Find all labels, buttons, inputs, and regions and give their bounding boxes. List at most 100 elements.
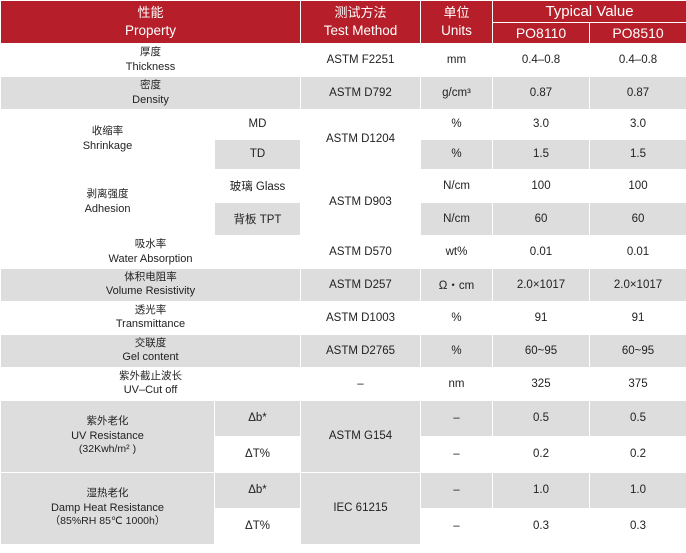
cell-test-method: ASTM D2765 bbox=[300, 333, 421, 368]
cell-value-po8110: 0.5 bbox=[492, 399, 590, 437]
cell-sub-property: Δb* bbox=[214, 471, 301, 509]
cell-test-method: ASTM D903 bbox=[300, 168, 421, 236]
property-label-cn: 密度 bbox=[140, 78, 161, 91]
property-label-en: Adhesion bbox=[84, 203, 131, 216]
cell-property: 湿热老化 Damp Heat Resistance （85%RH 85℃ 1000h… bbox=[0, 471, 215, 545]
cell-value-po8110: 0.01 bbox=[492, 234, 590, 269]
cell-sub-property: 玻璃 Glass bbox=[214, 168, 301, 203]
cell-sub-property: ΔT% bbox=[214, 507, 301, 545]
header-test-method: 测试方法 Test Method bbox=[300, 0, 421, 44]
table-header: 性能 Property 测试方法 Test Method 单位 Units Ty… bbox=[0, 0, 686, 44]
cell-value-po8510: 91 bbox=[588, 300, 686, 335]
property-label-cn: 吸水率 bbox=[134, 237, 167, 250]
property-label-condition: (32Kwh/m² ) bbox=[78, 443, 137, 456]
cell-test-method: ASTM D792 bbox=[300, 75, 421, 110]
property-label-cn: 厚度 bbox=[140, 46, 161, 58]
cell-sub-property: 背板 TPT bbox=[214, 201, 301, 236]
cell-value-po8110: 2.0×1017 bbox=[492, 267, 590, 302]
property-label-condition: （85%RH 85℃ 1000h） bbox=[49, 515, 166, 528]
cell-units: mm bbox=[420, 43, 493, 77]
header-column-po8510: PO8510 bbox=[588, 22, 686, 44]
cell-value-po8510: 100 bbox=[588, 168, 686, 203]
property-label-en: Transmittance bbox=[115, 318, 186, 331]
cell-units: g/cm³ bbox=[420, 75, 493, 110]
property-label-en: UV Resistance bbox=[71, 429, 144, 442]
cell-test-method: ASTM F2251 bbox=[300, 43, 421, 77]
cell-value-po8510: 60 bbox=[588, 201, 686, 236]
cell-value-po8510: 2.0×1017 bbox=[588, 267, 686, 302]
cell-test-method: ASTM D1003 bbox=[300, 300, 421, 335]
header-property: 性能 Property bbox=[0, 0, 301, 44]
property-label-en: Density bbox=[132, 93, 169, 106]
cell-value-po8110: 1.0 bbox=[492, 471, 590, 509]
cell-value-po8510: 0.3 bbox=[588, 507, 686, 545]
cell-property: 剥离强度 Adhesion bbox=[0, 168, 215, 236]
property-label-cn: 紫外截止波长 bbox=[119, 369, 182, 382]
cell-value-po8110: 325 bbox=[492, 366, 590, 401]
header-typical-value: Typical Value bbox=[491, 0, 686, 23]
cell-value-po8110: 0.2 bbox=[492, 435, 590, 473]
cell-value-po8510: 0.87 bbox=[588, 75, 686, 110]
table-row: 湿热老化 Damp Heat Resistance （85%RH 85℃ 1000h… bbox=[0, 471, 686, 545]
property-label-cn: 紫外老化 bbox=[86, 415, 129, 428]
property-label-cn: 湿热老化 bbox=[86, 487, 129, 500]
table-row: 交联度 Gel content ASTM D2765% 60~95 60~95 bbox=[0, 333, 686, 368]
property-label-cn: 交联度 bbox=[134, 336, 167, 349]
cell-units: nm bbox=[420, 366, 493, 401]
table-row: 厚度 Thickness ASTM F2251 mm 0.4–0.8 0.4–0.8 bbox=[0, 43, 686, 77]
cell-units: – bbox=[420, 471, 493, 509]
table-row: 密度 Density ASTM D792 g/cm³ 0.87 0.87 bbox=[0, 75, 686, 110]
property-label-cn: 体积电阻率 bbox=[124, 270, 177, 283]
cell-value-po8110: 0.4–0.8 bbox=[492, 43, 590, 77]
cell-value-po8110: 0.87 bbox=[492, 75, 590, 110]
cell-property: 密度 Density bbox=[0, 75, 301, 110]
cell-sub-property: Δb* bbox=[214, 399, 301, 437]
table-row: 剥离强度 Adhesion 玻璃 Glass ASTM D903 N/cm 100 100 bbox=[0, 168, 686, 236]
cell-value-po8110: 100 bbox=[492, 168, 590, 203]
property-label-en: Volume Resistivity bbox=[105, 285, 196, 298]
cell-value-po8510: 0.5 bbox=[588, 399, 686, 437]
cell-value-po8110: 60 bbox=[492, 201, 590, 236]
cell-sub-property: ΔT% bbox=[214, 435, 301, 473]
cell-sub-property: MD bbox=[214, 108, 301, 140]
cell-units: % bbox=[420, 333, 493, 368]
cell-value-po8110: 3.0 bbox=[492, 108, 590, 140]
table-row: 背板 TPT N/cm 60 60 bbox=[1, 201, 686, 236]
cell-units: % bbox=[420, 108, 493, 140]
table-row: 收缩率 Shrinkage MD ASTM D1204% 3.0 3.0 bbox=[0, 108, 686, 170]
cell-value-po8510: 0.4–0.8 bbox=[588, 43, 686, 77]
cell-test-method: IEC 61215 bbox=[300, 471, 421, 545]
cell-value-po8110: 1.5 bbox=[492, 138, 590, 170]
table-body: 厚度 Thickness ASTM F2251 mm 0.4–0.8 0.4–0.8 密度 D… bbox=[0, 43, 686, 545]
cell-value-po8110: 0.3 bbox=[492, 507, 590, 545]
cell-property: 紫外截止波长 UV–Cut off bbox=[0, 366, 301, 401]
table-row: 透光率 Transmittance ASTM D1003% 91 91 bbox=[0, 300, 686, 335]
property-label-en: Gel content bbox=[122, 351, 179, 364]
cell-units: % bbox=[420, 300, 493, 335]
cell-test-method: ASTM G154 bbox=[300, 399, 421, 473]
cell-value-po8510: 1.0 bbox=[588, 471, 686, 509]
property-label-en: UV–Cut off bbox=[123, 384, 178, 397]
cell-units: – bbox=[420, 435, 493, 473]
header-column-po8110: PO8110 bbox=[492, 22, 590, 44]
property-label-cn: 透光率 bbox=[134, 303, 167, 316]
cell-value-po8110: 60~95 bbox=[492, 333, 590, 368]
cell-sub-property: TD bbox=[214, 138, 301, 170]
cell-property: 收缩率 Shrinkage bbox=[0, 108, 215, 170]
property-label-cn: 收缩率 bbox=[91, 125, 124, 138]
cell-property: 透光率 Transmittance bbox=[0, 300, 301, 335]
cell-property: 紫外老化 UV Resistance (32Kwh/m² ) bbox=[0, 399, 215, 473]
cell-units: – bbox=[420, 399, 493, 437]
cell-property: 吸水率 Water Absorption bbox=[0, 234, 301, 269]
cell-property: 交联度 Gel content bbox=[0, 333, 301, 368]
cell-test-method: ASTM D1204 bbox=[300, 108, 421, 170]
cell-value-po8510: 1.5 bbox=[588, 138, 686, 170]
cell-value-po8110: 91 bbox=[492, 300, 590, 335]
property-label-en: Shrinkage bbox=[82, 140, 133, 153]
cell-units: – bbox=[420, 507, 493, 545]
property-label-en: Thickness bbox=[125, 60, 176, 73]
cell-test-method: – bbox=[300, 366, 421, 401]
cell-value-po8510: 0.2 bbox=[588, 435, 686, 473]
property-label-en: Damp Heat Resistance bbox=[50, 501, 165, 514]
cell-units: N/cm bbox=[420, 201, 493, 236]
